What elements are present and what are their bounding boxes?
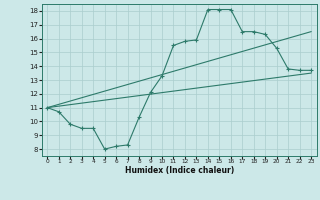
X-axis label: Humidex (Indice chaleur): Humidex (Indice chaleur) xyxy=(124,166,234,175)
